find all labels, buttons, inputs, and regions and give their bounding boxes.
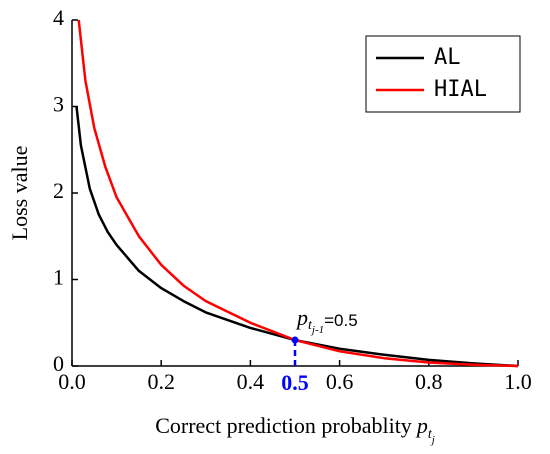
annotation-subsub: j-1	[310, 324, 324, 336]
x-axis-label: Correct prediction probablity ptj	[155, 413, 435, 445]
y-tick-label: 3	[53, 92, 64, 117]
x-tick-label: 0.0	[58, 369, 86, 394]
x-axis-label-symbol: p	[415, 413, 428, 438]
series-line	[77, 19, 519, 368]
legend-label: AL	[434, 45, 461, 70]
x-tick-label: 0.8	[415, 369, 443, 394]
x-tick-label: 0.2	[147, 369, 175, 394]
x-tick-label: 1.0	[504, 369, 532, 394]
x-axis-label-text: Correct prediction probablity	[155, 413, 412, 438]
annotation-sub: t	[308, 318, 313, 333]
x-axis-label-sub: t	[428, 427, 433, 442]
series-line	[75, 106, 519, 368]
x-axis-label-subsub: j	[430, 434, 435, 446]
annotation-label: ptj-1=0.5	[295, 305, 358, 335]
annotation-symbol: p	[295, 305, 308, 330]
y-tick-label: 4	[53, 5, 64, 30]
x-tick-label: 0.6	[326, 369, 354, 394]
annotation-x-label: 0.5	[281, 370, 309, 395]
y-tick-label: 2	[53, 178, 64, 203]
legend-box	[365, 35, 521, 113]
y-axis-label: Loss value	[7, 146, 32, 241]
y-tick-label: 0	[53, 351, 64, 376]
annotation-point	[291, 336, 299, 344]
y-tick-label: 1	[53, 265, 64, 290]
x-tick-label: 0.4	[237, 369, 265, 394]
legend-label: HIAL	[434, 77, 487, 102]
annotation-text: =0.5	[324, 312, 358, 331]
